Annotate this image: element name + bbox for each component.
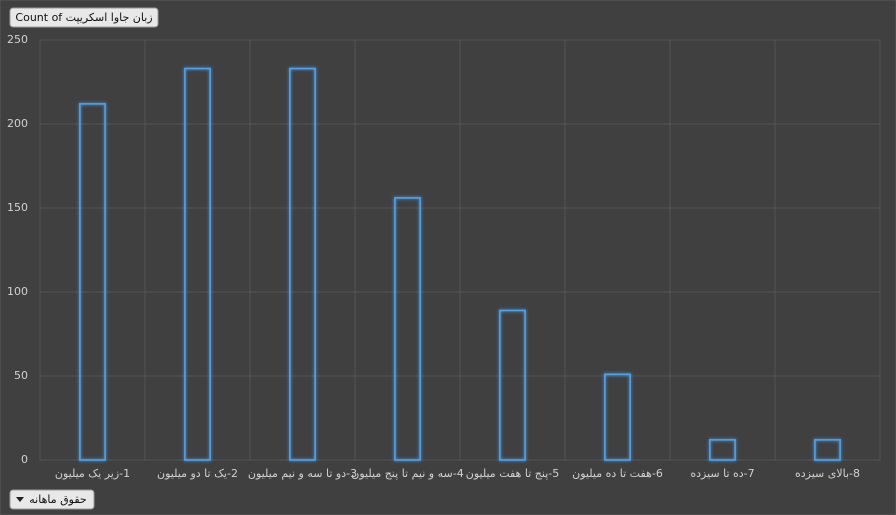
y-tick-label: 0 <box>21 453 28 466</box>
x-tick-label: 1-زیر یک میلیون <box>55 467 130 480</box>
x-tick-label: 6-هفت تا ده میلیون <box>572 467 663 480</box>
x-tick-label: 5-پنج تا هفت میلیون <box>466 467 559 480</box>
bar <box>604 373 631 461</box>
bar <box>499 309 526 461</box>
x-tick-label: 2-یک تا دو میلیون <box>157 467 238 480</box>
y-tick-label: 100 <box>7 285 28 298</box>
bar <box>184 67 211 461</box>
y-tick-label: 200 <box>7 117 28 130</box>
x-tick-label: 8-بالای سیزده <box>795 467 860 480</box>
y-tick-label: 150 <box>7 201 28 214</box>
axis-field-button[interactable]: حقوق ماهانه <box>9 489 95 510</box>
dropdown-arrow[interactable] <box>16 497 24 502</box>
bar <box>709 439 736 461</box>
bar <box>289 67 316 461</box>
bar <box>79 103 106 461</box>
bar <box>814 439 841 461</box>
button-label[interactable]: حقوق ماهانه <box>29 493 86 506</box>
bar <box>394 197 421 461</box>
button-label[interactable]: Count of زبان جاوا اسکریپت <box>15 11 152 24</box>
y-tick-label: 250 <box>7 33 28 46</box>
value-field-button[interactable]: Count of زبان جاوا اسکریپت <box>9 7 159 28</box>
x-tick-label: 4-سه و نیم تا پنج میلیون <box>351 467 463 480</box>
x-tick-label: 7-ده تا سیزده <box>690 467 754 480</box>
button-box[interactable] <box>9 7 159 28</box>
x-tick-label: 3-دو تا سه و نیم میلیون <box>248 467 357 480</box>
y-tick-label: 50 <box>14 369 28 382</box>
button-box[interactable] <box>9 489 95 510</box>
